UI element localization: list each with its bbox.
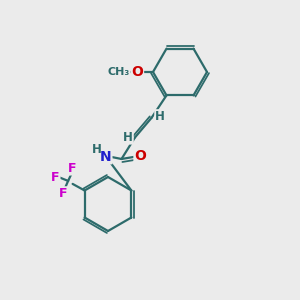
Text: N: N — [100, 150, 112, 164]
Text: F: F — [58, 187, 67, 200]
Text: H: H — [123, 131, 133, 144]
Text: O: O — [134, 149, 146, 163]
Text: O: O — [131, 65, 143, 79]
Text: CH₃: CH₃ — [108, 67, 130, 77]
Text: H: H — [155, 110, 165, 123]
Text: F: F — [51, 171, 60, 184]
Text: F: F — [68, 162, 77, 175]
Text: H: H — [92, 143, 102, 157]
